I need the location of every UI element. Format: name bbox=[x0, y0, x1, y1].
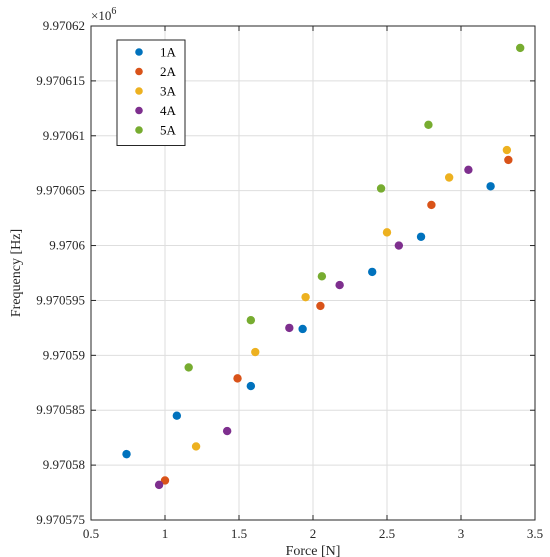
data-point-5a bbox=[184, 363, 193, 372]
data-point-5a bbox=[317, 272, 327, 281]
data-point-3a bbox=[444, 173, 454, 182]
data-point-4a bbox=[154, 480, 164, 490]
legend-marker-2a bbox=[135, 67, 143, 76]
x-tick-label: 1.5 bbox=[231, 526, 247, 541]
y-tick-label: 9.970615 bbox=[36, 73, 85, 88]
data-point-2a bbox=[316, 301, 325, 311]
x-tick-label: 3.5 bbox=[527, 526, 543, 541]
data-point-4a bbox=[394, 241, 404, 250]
y-tick-label: 9.97059 bbox=[43, 347, 85, 362]
data-point-2a bbox=[160, 476, 170, 485]
x-tick-label: 1 bbox=[162, 526, 169, 541]
data-point-3a bbox=[301, 292, 310, 302]
data-point-1a bbox=[246, 381, 256, 391]
y-tick-label: 9.970595 bbox=[36, 292, 85, 307]
data-point-1a bbox=[416, 232, 426, 241]
y-tick-label: 9.97062 bbox=[43, 18, 85, 33]
data-point-4a bbox=[464, 165, 473, 175]
x-tick-label: 0.5 bbox=[83, 526, 99, 541]
x-tick-label: 2 bbox=[310, 526, 317, 541]
data-point-4a bbox=[285, 323, 294, 333]
x-tick-label: 2.5 bbox=[379, 526, 395, 541]
legend-label-2a: 2A bbox=[160, 64, 177, 79]
data-point-2a bbox=[233, 374, 242, 383]
data-point-3a bbox=[502, 145, 512, 155]
data-point-3a bbox=[382, 228, 392, 237]
data-point-1a bbox=[486, 182, 495, 191]
legend-marker-3a bbox=[135, 87, 143, 95]
data-point-3a bbox=[191, 442, 201, 451]
y-tick-label: 9.970605 bbox=[36, 183, 85, 198]
data-point-3a bbox=[251, 347, 260, 357]
y-tick-label: 9.97058 bbox=[43, 457, 85, 472]
data-points bbox=[122, 43, 525, 490]
legend-label-4a: 4A bbox=[160, 103, 177, 118]
data-point-1a bbox=[122, 449, 131, 459]
axis-labels: 0.5 1 1.5 2 2.5 3 3.5 9.970575 9.97058 9.970585 9.… bbox=[36, 18, 543, 541]
data-point-5a bbox=[376, 184, 386, 193]
y-axis-multiplier: ×106 bbox=[91, 6, 116, 23]
legend-marker-5a bbox=[135, 126, 143, 134]
legend-marker-1a bbox=[135, 48, 143, 56]
y-multiplier-base: ×10 bbox=[91, 8, 111, 23]
data-point-2a bbox=[504, 155, 513, 165]
legend-label-1a: 1A bbox=[160, 45, 177, 60]
y-tick-label: 9.970575 bbox=[36, 512, 85, 527]
legend-marker-4a bbox=[135, 106, 143, 115]
y-tick-label: 9.97061 bbox=[43, 128, 85, 143]
y-tick-label: 9.9706 bbox=[49, 238, 85, 253]
data-point-2a bbox=[427, 200, 436, 210]
x-tick-label: 3 bbox=[458, 526, 465, 541]
data-point-1a bbox=[368, 267, 377, 277]
legend-label-5a: 5A bbox=[160, 123, 177, 138]
legend-box bbox=[116, 39, 186, 146]
x-axis-title: Force [N] bbox=[286, 544, 341, 557]
data-point-1a bbox=[298, 324, 307, 334]
legend: 1A 2A 3A 4A 5A bbox=[116, 39, 186, 146]
data-point-5a bbox=[246, 316, 256, 325]
data-point-1a bbox=[172, 411, 182, 420]
axis-ticks bbox=[90, 25, 536, 521]
data-point-4a bbox=[335, 280, 344, 290]
y-axis-title: Frequency [Hz] bbox=[9, 229, 24, 317]
data-point-4a bbox=[222, 426, 232, 436]
data-point-5a bbox=[424, 120, 433, 129]
legend-label-3a: 3A bbox=[160, 84, 177, 99]
y-tick-label: 9.970585 bbox=[36, 402, 85, 417]
data-point-5a bbox=[516, 43, 525, 53]
y-multiplier-exponent: 6 bbox=[111, 6, 116, 17]
